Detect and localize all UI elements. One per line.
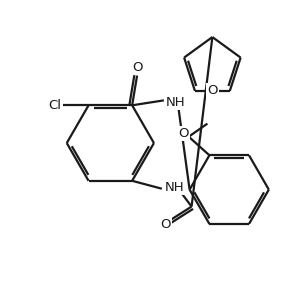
Text: O: O [178, 127, 189, 140]
Text: O: O [132, 61, 142, 74]
Text: O: O [161, 218, 171, 231]
Text: O: O [207, 84, 218, 97]
Text: NH: NH [166, 96, 186, 109]
Text: NH: NH [165, 181, 184, 194]
Text: Cl: Cl [49, 99, 61, 112]
